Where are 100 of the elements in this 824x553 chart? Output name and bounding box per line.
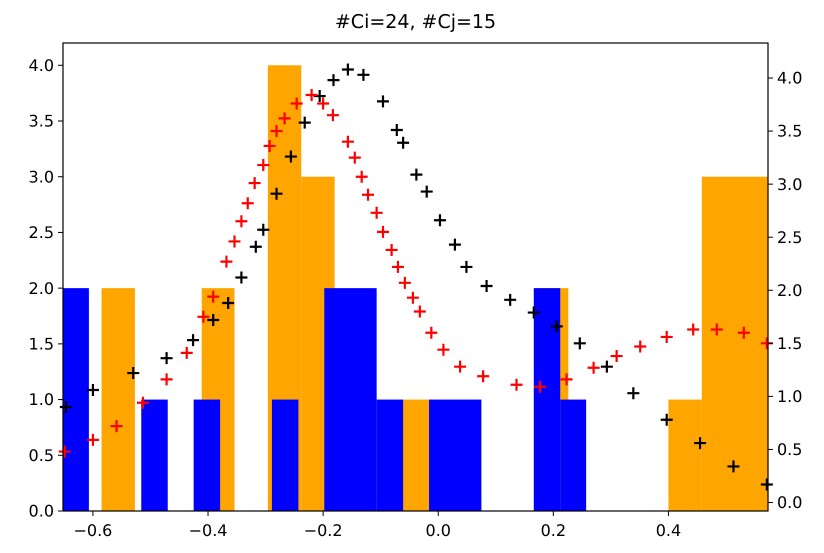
point [633, 339, 648, 354]
point [269, 124, 284, 138]
point [221, 296, 236, 310]
point [227, 234, 242, 249]
point [586, 360, 601, 375]
point [396, 136, 410, 150]
point [412, 304, 427, 319]
point [326, 73, 341, 88]
y-tick-label: 4.0 [28, 56, 54, 75]
x-tick-label: 0.2 [540, 521, 566, 540]
point [760, 477, 774, 492]
point [206, 312, 220, 328]
point [432, 213, 448, 228]
point [277, 111, 292, 126]
point [58, 444, 72, 459]
point [406, 290, 420, 305]
point [686, 322, 700, 337]
point [370, 206, 384, 220]
y2-tick-label: 4.0 [777, 68, 802, 88]
y-tick-label: 0.5 [28, 446, 54, 465]
point [448, 238, 462, 252]
y2-tick-label: 3.0 [777, 174, 802, 194]
point [262, 138, 277, 154]
y2-tick-label: 1.5 [777, 334, 802, 353]
point [376, 224, 390, 239]
x-tick-label: −0.4 [188, 521, 228, 540]
point [692, 436, 708, 450]
point [550, 319, 564, 334]
point [398, 276, 412, 290]
point [420, 184, 434, 199]
point [180, 346, 194, 360]
point [290, 96, 304, 111]
y2-tick-label: 2.5 [777, 228, 802, 247]
y-tick-label: 0.0 [28, 502, 54, 521]
point [626, 386, 640, 400]
point [126, 366, 140, 380]
point [86, 382, 100, 398]
y-tick-label: 1.5 [28, 334, 54, 354]
x-tick-label: −0.2 [304, 521, 343, 540]
point [600, 360, 614, 374]
y-tick-label: 1.0 [28, 390, 54, 410]
point [760, 336, 774, 350]
y2-tick-label: 0.0 [777, 493, 802, 512]
point [196, 310, 211, 324]
point [304, 88, 319, 102]
x-tick-label: −0.6 [73, 521, 112, 540]
point [316, 96, 330, 111]
point [660, 412, 674, 427]
point [526, 305, 541, 320]
point [503, 292, 518, 307]
point [256, 158, 270, 172]
y2-tick-label: 3.5 [777, 122, 802, 141]
x-tick-label: 0.4 [656, 521, 682, 540]
y-tick-label: 2.0 [28, 278, 54, 298]
point [409, 167, 424, 182]
x-tick-label: 0.0 [426, 521, 451, 540]
point [660, 330, 674, 344]
point [436, 342, 451, 357]
point [186, 333, 200, 348]
point [340, 62, 355, 77]
point [459, 260, 474, 274]
point [384, 242, 399, 258]
point [710, 322, 724, 337]
point [269, 186, 284, 201]
point [312, 88, 327, 104]
point [256, 222, 270, 237]
point [610, 348, 624, 364]
point [298, 115, 312, 130]
point [159, 372, 174, 387]
point [479, 278, 494, 294]
point [58, 400, 73, 414]
point [572, 336, 587, 350]
point [453, 360, 468, 374]
point [424, 326, 438, 340]
point [348, 150, 362, 165]
point [136, 396, 150, 410]
point [86, 432, 100, 447]
point [326, 108, 340, 122]
point [234, 214, 249, 228]
point [159, 351, 174, 366]
point [340, 134, 355, 149]
y2-tick-label: 1.0 [777, 386, 802, 406]
y-tick-label: 3.0 [28, 167, 54, 186]
point [354, 170, 369, 184]
chart-title: #Ci=24, #Cj=15 [334, 11, 496, 33]
point [559, 372, 574, 387]
point [248, 176, 262, 190]
point [533, 380, 548, 394]
point [284, 149, 298, 164]
point [206, 290, 220, 304]
point [390, 122, 404, 138]
y2-tick-label: 0.5 [777, 440, 802, 460]
point [390, 260, 406, 274]
point [736, 326, 751, 340]
point [248, 240, 263, 254]
y-tick-label: 2.5 [28, 223, 54, 242]
point [509, 378, 524, 392]
point [109, 419, 124, 434]
point [476, 369, 490, 384]
point [234, 270, 249, 285]
